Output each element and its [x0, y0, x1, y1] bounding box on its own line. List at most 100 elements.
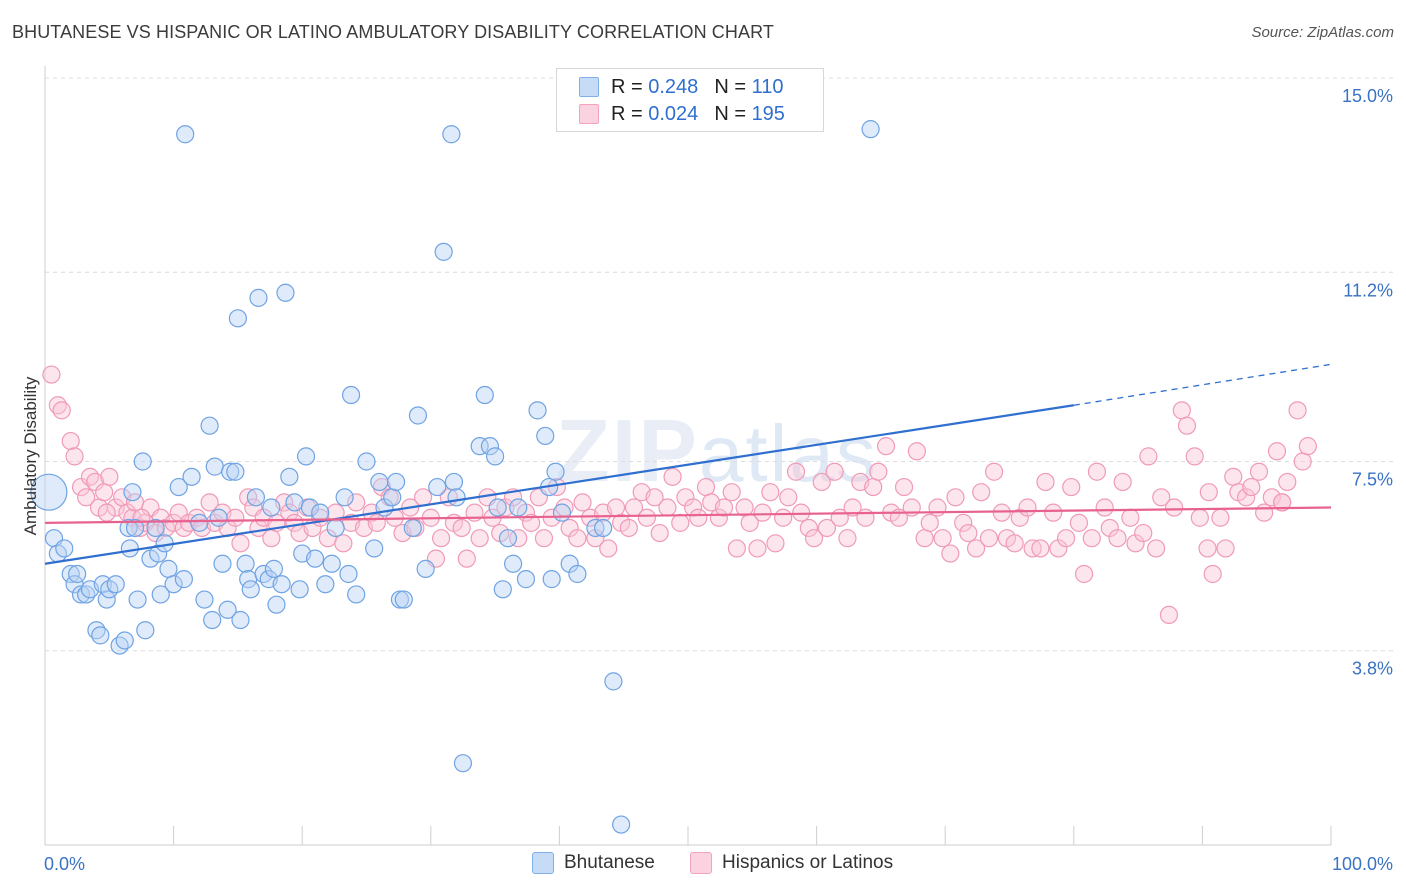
bhutanese-point — [125, 518, 145, 538]
bhutanese-point — [394, 590, 413, 609]
bhutanese-point — [326, 518, 345, 538]
hispanic-point — [413, 488, 433, 507]
hispanic-swatch — [690, 852, 712, 874]
bhutanese-trend-extension — [1073, 363, 1332, 406]
hispanic-point — [671, 513, 690, 532]
hispanic-point — [457, 549, 476, 568]
hispanic-point — [470, 529, 489, 548]
bhutanese-swatch — [579, 77, 599, 97]
bhutanese-point — [339, 564, 358, 584]
hispanic-point — [1267, 442, 1287, 461]
hispanic-point — [1298, 437, 1317, 456]
bhutanese-point — [182, 467, 201, 486]
bhutanese-point — [106, 575, 125, 594]
hispanic-point — [907, 442, 927, 461]
bhutanese-trend-line — [44, 404, 1074, 565]
hispanic-point — [1087, 462, 1107, 481]
hispanic-r-value: 0.024 — [648, 102, 699, 125]
hispanic-point — [285, 513, 304, 532]
hispanic-point — [86, 472, 105, 492]
hispanic-point — [1121, 508, 1140, 527]
hispanic-point — [1134, 523, 1153, 543]
hispanic-point — [792, 503, 811, 522]
bhutanese-point — [386, 472, 406, 492]
bhutanese-point — [504, 554, 523, 573]
bhutanese-point — [403, 518, 422, 538]
bhutanese-point — [218, 600, 237, 619]
hispanic-point — [1010, 508, 1029, 527]
hispanic-point — [637, 508, 656, 527]
hispanic-point — [722, 483, 741, 502]
bhutanese-point — [176, 125, 195, 144]
bhutanese-point — [335, 488, 354, 507]
hispanic-point — [972, 483, 991, 502]
x-tick-label: 0.0% — [44, 854, 85, 874]
bhutanese-point — [453, 754, 473, 773]
bhutanese-point — [370, 472, 389, 492]
hispanic-point — [100, 467, 119, 486]
bhutanese-point — [498, 529, 518, 548]
hispanic-point — [1172, 401, 1191, 420]
bhutanese-point — [91, 626, 110, 645]
hispanic-point — [1288, 401, 1307, 420]
chart-title: BHUTANESE VS HISPANIC OR LATINO AMBULATO… — [12, 22, 774, 42]
bhutanese-point — [341, 385, 361, 405]
hispanic-point — [825, 462, 844, 481]
hispanic-point — [992, 503, 1011, 522]
hispanic-point — [106, 498, 125, 517]
n-label: N = — [714, 75, 746, 98]
hispanic-point — [1165, 498, 1184, 517]
y-tick-label: 11.2% — [1343, 280, 1393, 300]
hispanic-point — [1023, 539, 1042, 558]
y-tick-label: 15.0% — [1342, 86, 1393, 106]
bhutanese-point — [357, 452, 376, 471]
hispanic-point — [1108, 529, 1127, 548]
bhutanese-point — [195, 590, 214, 609]
y-tick-label: 7.5% — [1352, 470, 1393, 490]
hispanic-point — [1190, 508, 1209, 527]
bhutanese-point — [30, 473, 68, 511]
bhutanese-point — [390, 590, 410, 609]
bhutanese-point — [71, 585, 91, 604]
hispanic-point — [164, 513, 183, 532]
bhutanese-point — [254, 564, 273, 584]
hispanic-point — [226, 508, 245, 527]
hispanic-point — [946, 488, 965, 507]
hispanic-point — [231, 534, 250, 553]
bhutanese-point — [861, 120, 880, 139]
n-label: N = — [714, 102, 746, 125]
hispanic-point — [1049, 539, 1068, 558]
bhutanese-point — [119, 518, 138, 538]
r-label: R = — [611, 75, 643, 98]
hispanic-point — [928, 498, 947, 517]
bhutanese-point — [604, 672, 623, 691]
bhutanese-point — [209, 508, 228, 527]
hispanic-swatch — [579, 104, 599, 124]
hispanic-point — [864, 477, 883, 497]
hispanic-point — [933, 529, 952, 548]
x-tick-labels: 0.0% 100.0% — [44, 854, 1393, 874]
bottom-legend-hispanic: Hispanics or Latinos — [690, 852, 893, 874]
hispanic-point — [97, 503, 116, 522]
hispanic-point — [1062, 477, 1081, 497]
hispanic-point — [560, 518, 579, 538]
hispanic-point — [1293, 452, 1312, 471]
hispanic-point — [1211, 508, 1230, 527]
hispanic-point — [280, 503, 299, 522]
bhutanese-point — [300, 498, 320, 517]
bhutanese-point — [296, 447, 316, 466]
bhutanese-point — [133, 452, 152, 471]
legend-row-hispanic: R = 0.024 N = 195 — [579, 102, 785, 126]
hispanic-point — [645, 488, 664, 507]
hispanic-point — [1113, 472, 1132, 492]
bhutanese-points — [30, 120, 880, 834]
hispanic-point — [347, 493, 366, 512]
bhutanese-point — [428, 477, 447, 497]
bottom-legend-bhutanese: Bhutanese — [532, 852, 655, 874]
hispanic-point — [326, 503, 345, 522]
hispanic-trend-line — [44, 506, 1332, 524]
bhutanese-point — [128, 590, 147, 609]
hispanic-point — [1216, 539, 1235, 558]
hispanic-point — [979, 529, 999, 548]
bhutanese-point — [149, 544, 168, 563]
